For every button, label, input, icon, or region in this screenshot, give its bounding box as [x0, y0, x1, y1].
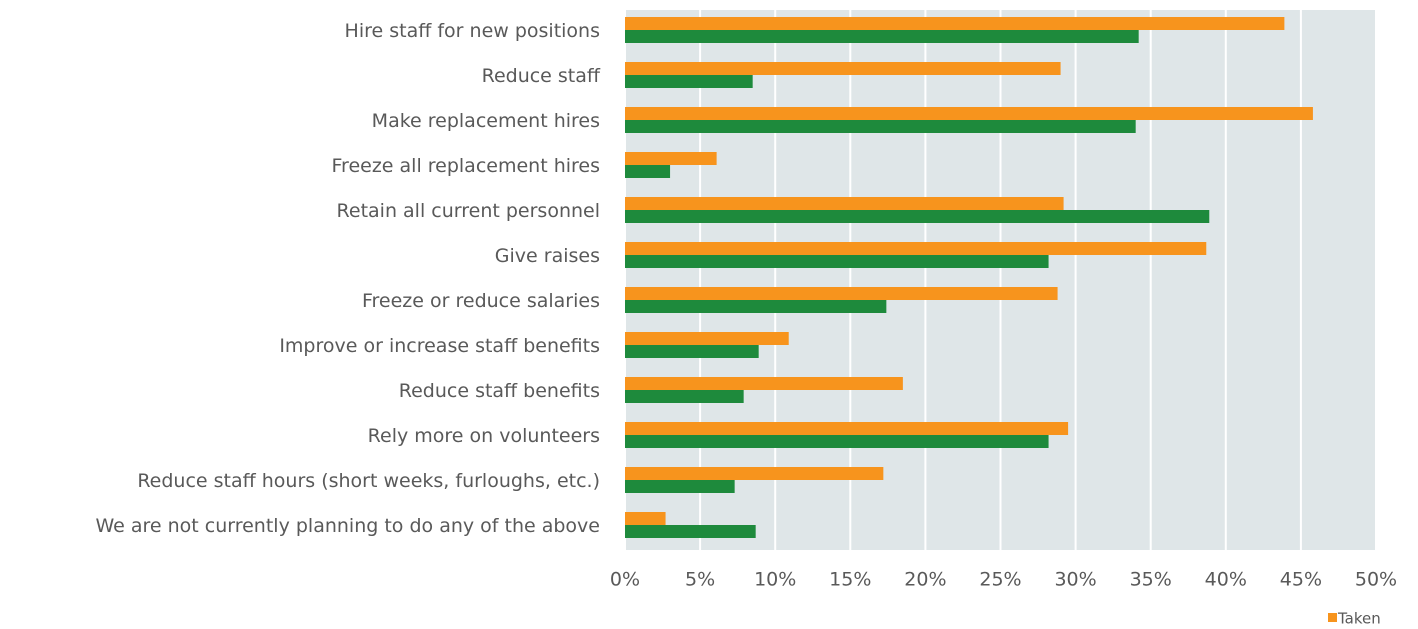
y-tick-label: We are not currently planning to do any …: [95, 515, 600, 537]
x-tick-label: 30%: [1054, 569, 1096, 591]
bar: [625, 287, 1058, 300]
x-tick-label: 20%: [904, 569, 946, 591]
bar: [625, 300, 887, 313]
bar: [625, 512, 666, 525]
x-tick-label: 5%: [685, 569, 715, 591]
y-tick-label: Reduce staff hours (short weeks, furloug…: [137, 470, 600, 492]
x-tick-label: 0%: [610, 569, 640, 591]
bar: [625, 30, 1139, 43]
bar: [625, 242, 1207, 255]
bar: [625, 435, 1049, 448]
y-tick-label: Hire staff for new positions: [345, 20, 600, 42]
y-tick-label: Rely more on volunteers: [368, 425, 600, 447]
y-tick-label: Improve or increase staff benefits: [279, 335, 600, 357]
bar: [625, 17, 1285, 30]
y-tick-label: Freeze all replacement hires: [332, 155, 601, 177]
x-tick-label: 40%: [1205, 569, 1247, 591]
x-tick-label: 35%: [1130, 569, 1172, 591]
bar: [625, 210, 1210, 223]
y-tick-label: Freeze or reduce salaries: [362, 290, 600, 312]
y-tick-label: Retain all current personnel: [337, 200, 600, 222]
x-tick-label: 10%: [754, 569, 796, 591]
bar: [625, 62, 1061, 75]
bar: [625, 197, 1064, 210]
bar: [625, 422, 1069, 435]
bar: [625, 525, 756, 538]
y-tick-label: Make replacement hires: [372, 110, 600, 132]
bar: [625, 120, 1136, 133]
x-tick-label: 45%: [1280, 569, 1322, 591]
y-tick-label: Reduce staff benefits: [399, 380, 600, 402]
bar: [625, 75, 753, 88]
legend-swatch: [1328, 613, 1337, 622]
x-tick-label: 15%: [829, 569, 871, 591]
x-tick-label: 50%: [1355, 569, 1397, 591]
bar: [625, 480, 735, 493]
bar: [625, 152, 717, 165]
bar: [625, 467, 884, 480]
bar: [625, 107, 1313, 120]
y-tick-label: Give raises: [495, 245, 600, 267]
bar: [625, 165, 671, 178]
bar: [625, 345, 759, 358]
legend-label: Taken: [1337, 610, 1381, 628]
bar: [625, 377, 903, 390]
bar: [625, 332, 789, 345]
y-tick-label: Reduce staff: [482, 65, 601, 87]
bar: [625, 255, 1049, 268]
x-tick-label: 25%: [979, 569, 1021, 591]
bar: [625, 390, 744, 403]
